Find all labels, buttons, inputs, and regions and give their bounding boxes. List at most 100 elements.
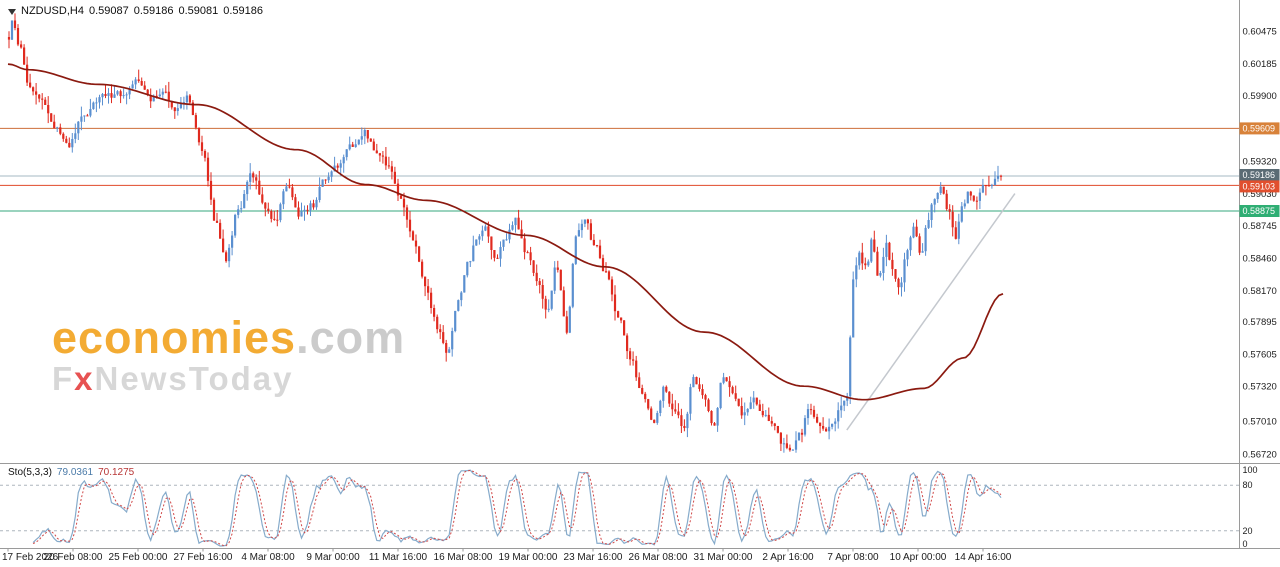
bear-candle	[50, 113, 53, 122]
bull-candle	[279, 204, 282, 221]
bear-candle	[517, 217, 520, 230]
bear-candle	[408, 219, 412, 232]
x-axis-label: 16 Mar 08:00	[434, 552, 493, 563]
bear-candle	[607, 271, 611, 280]
bear-candle	[975, 200, 978, 202]
bear-candle	[812, 409, 816, 417]
bull-candle	[134, 79, 137, 85]
bull-candle	[333, 165, 336, 172]
bull-candle	[228, 247, 231, 262]
x-axis-label: 7 Apr 08:00	[827, 552, 879, 563]
bear-candle	[62, 133, 65, 139]
bull-candle	[360, 136, 363, 140]
bull-candle	[831, 423, 834, 427]
bear-candle	[623, 320, 626, 336]
bull-candle	[101, 94, 104, 98]
bear-candle	[411, 231, 415, 241]
bull-candle	[930, 204, 933, 220]
bull-candle	[469, 261, 472, 263]
bear-candle	[671, 403, 674, 410]
bear-candle	[38, 94, 41, 99]
bear-candle	[891, 259, 894, 270]
indicator-main-value: 79.0361	[56, 467, 94, 478]
bull-candle	[71, 139, 74, 148]
bear-candle	[613, 294, 617, 312]
bull-candle	[83, 115, 86, 117]
bear-candle	[535, 272, 538, 282]
bull-candle	[550, 290, 553, 309]
bear-candle	[378, 153, 381, 156]
bear-candle	[424, 276, 427, 287]
open-value: 0.59087	[88, 5, 129, 17]
trendline[interactable]	[846, 193, 1016, 431]
indicator-signal-value: 70.1275	[98, 467, 135, 478]
bear-candle	[668, 391, 671, 404]
bear-candle	[294, 197, 297, 208]
bull-candle	[125, 94, 128, 96]
bull-candle	[568, 306, 571, 333]
high-value: 0.59186	[133, 5, 174, 17]
bull-candle	[511, 225, 514, 230]
price-badge-0.59609: 0.59609	[1239, 122, 1280, 135]
bull-candle	[249, 173, 252, 182]
bear-candle	[683, 426, 686, 428]
bear-candle	[800, 432, 804, 435]
bear-candle	[610, 279, 614, 295]
chart-ohlc-info: NZDUSD,H4 0.59087 0.59186 0.59081 0.59186	[21, 5, 268, 17]
price-axis: 0.60475 0.60185 0.59900 0.59320 0.59030 0.587…	[1243, 26, 1277, 460]
y-axis-tick-label: 0.58745	[1243, 221, 1277, 232]
bull-candle	[327, 176, 330, 181]
bull-candle	[867, 261, 870, 266]
bear-candle	[918, 236, 921, 253]
bull-candle	[547, 308, 550, 310]
bear-candle	[387, 165, 390, 167]
bull-candle	[846, 396, 849, 401]
bear-candle	[653, 419, 656, 423]
x-axis-label: 14 Apr 16:00	[955, 552, 1012, 563]
bull-candle	[152, 95, 155, 102]
bear-candle	[532, 260, 535, 273]
bull-candle	[161, 91, 164, 95]
bear-candle	[761, 411, 764, 416]
bull-candle	[107, 93, 110, 96]
sto-scale-label: 80	[1243, 480, 1253, 490]
bull-candle	[354, 144, 357, 147]
bear-candle	[13, 20, 17, 28]
bear-candle	[35, 91, 38, 95]
candles	[7, 13, 1003, 453]
bear-candle	[710, 411, 713, 424]
bear-candle	[261, 194, 264, 203]
bear-candle	[487, 226, 490, 237]
bear-candle	[589, 223, 592, 240]
sto-signal-line	[32, 469, 1002, 547]
bull-candle	[803, 418, 807, 435]
bear-candle	[212, 199, 216, 221]
bear-candle	[336, 165, 339, 168]
bear-candle	[520, 229, 523, 239]
bull-candle	[116, 91, 119, 95]
bear-candle	[698, 384, 701, 389]
bear-candle	[252, 173, 255, 178]
bull-candle	[764, 414, 767, 416]
watermark-brand-text: economies	[52, 312, 297, 363]
bear-candle	[110, 93, 113, 98]
bull-candle	[158, 94, 161, 97]
bear-candle	[779, 432, 782, 444]
bull-candle	[900, 282, 903, 288]
bull-candle	[662, 386, 665, 401]
bear-candle	[26, 64, 29, 83]
bear-candle	[442, 332, 445, 343]
bull-candle	[722, 377, 725, 383]
bear-candle	[825, 428, 828, 432]
bear-candle	[399, 195, 403, 199]
bear-candle	[785, 443, 788, 448]
bear-candle	[225, 252, 228, 262]
bull-candle	[583, 219, 586, 224]
bull-candle	[80, 116, 83, 122]
bear-candle	[47, 105, 50, 114]
bear-candle	[496, 257, 499, 259]
watermark-sub-pre: F	[52, 360, 75, 398]
bull-candle	[499, 247, 502, 259]
